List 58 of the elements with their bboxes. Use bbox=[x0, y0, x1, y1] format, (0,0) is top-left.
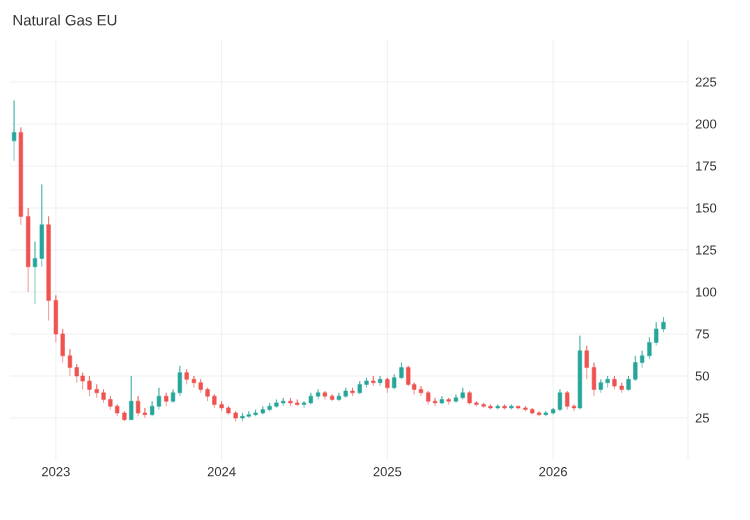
candlestick bbox=[509, 404, 514, 410]
candlestick bbox=[322, 390, 327, 400]
candlestick bbox=[135, 395, 141, 417]
candlestick bbox=[378, 375, 383, 387]
candlestick bbox=[184, 368, 189, 385]
candlestick bbox=[460, 387, 465, 400]
candlestick bbox=[87, 375, 92, 397]
candlestick bbox=[406, 365, 411, 387]
candlestick bbox=[288, 397, 293, 407]
candlestick bbox=[253, 409, 258, 417]
candlestick bbox=[295, 399, 300, 407]
candlestick bbox=[453, 394, 459, 404]
candlestick bbox=[364, 377, 369, 389]
candlestick bbox=[129, 375, 134, 420]
candlestick bbox=[502, 404, 507, 410]
candlestick bbox=[198, 379, 203, 394]
candlestick bbox=[619, 382, 624, 394]
candlestick bbox=[577, 335, 583, 410]
candlestick bbox=[94, 384, 99, 399]
candlestick bbox=[481, 402, 486, 409]
candlestick bbox=[467, 390, 472, 405]
candlestick bbox=[11, 100, 17, 162]
candlestick bbox=[488, 404, 493, 410]
candlestick bbox=[605, 375, 610, 389]
candlestick bbox=[205, 387, 210, 402]
candlestick bbox=[191, 375, 197, 389]
candlestick bbox=[108, 395, 113, 410]
candlestick bbox=[612, 375, 617, 390]
candlestick bbox=[446, 397, 451, 405]
candlestick bbox=[212, 394, 217, 409]
candlestick bbox=[156, 387, 162, 410]
candlestick bbox=[115, 404, 120, 417]
candlestick bbox=[122, 410, 127, 422]
candlestick bbox=[495, 404, 500, 410]
candlestick bbox=[530, 407, 535, 415]
candlestick bbox=[101, 389, 106, 404]
candlestick bbox=[80, 372, 85, 390]
candlestick bbox=[308, 392, 313, 405]
candlestick bbox=[177, 365, 182, 397]
candlestick bbox=[385, 377, 390, 394]
candlestick bbox=[274, 399, 279, 409]
candlestick bbox=[371, 375, 376, 387]
candlestick bbox=[219, 400, 224, 412]
candlestick bbox=[233, 410, 238, 422]
candlestick bbox=[418, 385, 424, 397]
candlestick bbox=[226, 405, 231, 415]
candlestick bbox=[343, 387, 348, 399]
candlestick bbox=[240, 412, 245, 422]
candlestick bbox=[357, 380, 362, 395]
candlestick bbox=[565, 390, 570, 410]
candlestick bbox=[350, 387, 355, 397]
candlestick bbox=[164, 392, 169, 407]
candlestick bbox=[523, 405, 528, 412]
candlestick bbox=[426, 390, 431, 405]
candlestick bbox=[557, 389, 563, 412]
candlestick bbox=[598, 379, 603, 394]
candlestick bbox=[330, 394, 335, 402]
candlestick bbox=[267, 402, 272, 412]
